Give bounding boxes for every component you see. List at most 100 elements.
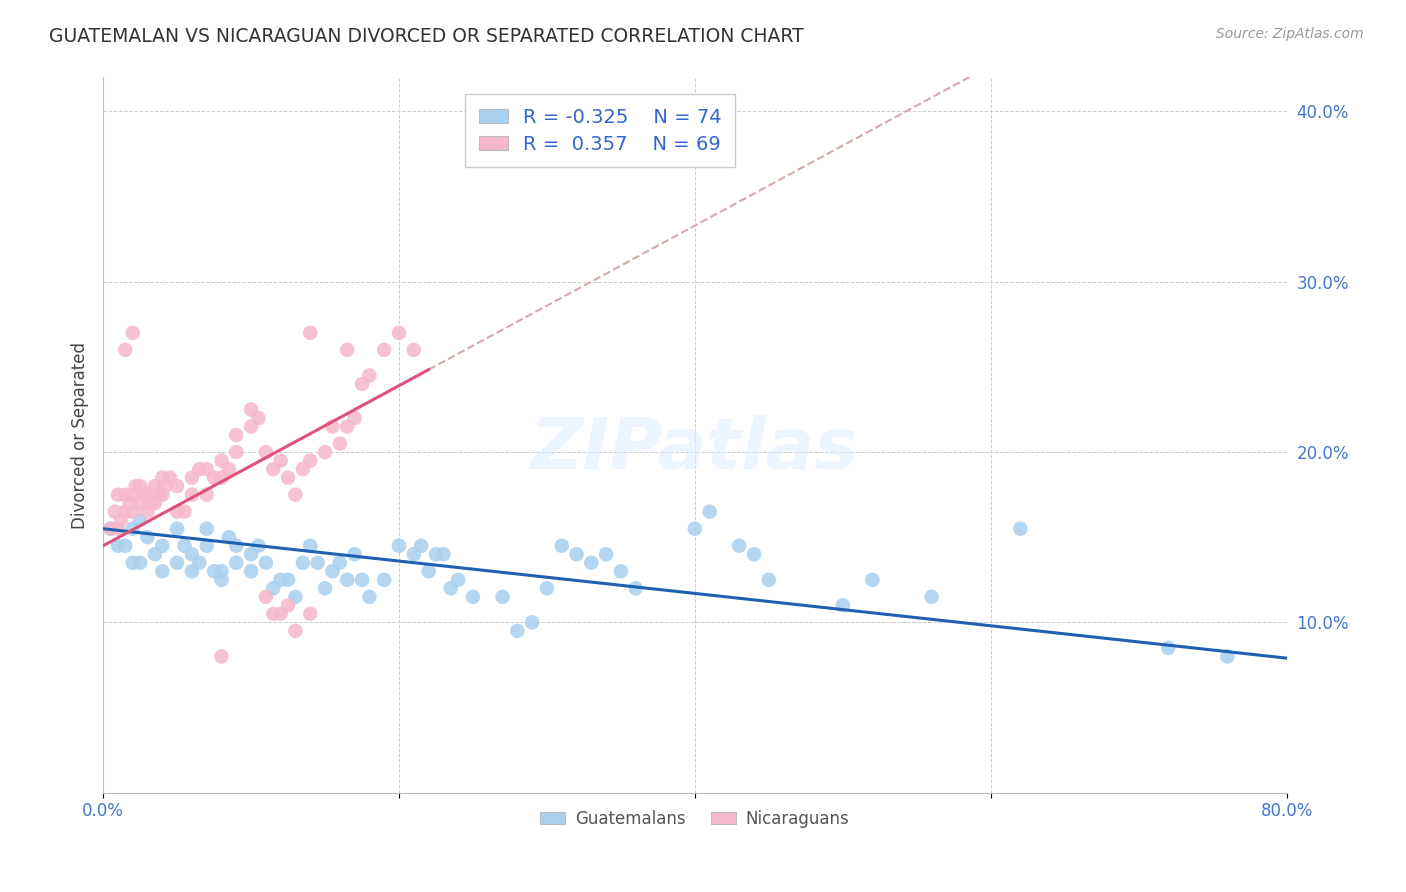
Point [114, 505, 136, 519]
Point [411, 539, 433, 553]
Point [180, 547, 202, 561]
Point [284, 624, 307, 638]
Point [291, 462, 314, 476]
Point [921, 590, 943, 604]
Point [139, 496, 162, 510]
Point [262, 582, 284, 596]
Point [418, 564, 440, 578]
Point [350, 376, 373, 391]
Point [860, 573, 883, 587]
Point [129, 556, 152, 570]
Point [299, 453, 322, 467]
Point [129, 479, 152, 493]
Point [240, 547, 263, 561]
Point [225, 539, 247, 553]
Point [107, 522, 129, 536]
Point [254, 590, 277, 604]
Point [114, 343, 136, 357]
Point [683, 522, 706, 536]
Point [240, 419, 263, 434]
Point [240, 402, 263, 417]
Point [388, 539, 411, 553]
Point [610, 564, 633, 578]
Point [299, 539, 322, 553]
Point [100, 522, 122, 536]
Point [218, 462, 240, 476]
Point [124, 479, 146, 493]
Point [121, 326, 143, 340]
Point [1010, 522, 1032, 536]
Point [284, 488, 307, 502]
Point [129, 496, 152, 510]
Point [343, 411, 366, 425]
Point [211, 564, 233, 578]
Point [491, 590, 513, 604]
Point [277, 470, 299, 484]
Point [202, 470, 225, 484]
Point [359, 590, 381, 604]
Point [166, 505, 188, 519]
Point [254, 445, 277, 459]
Point [240, 564, 263, 578]
Text: Source: ZipAtlas.com: Source: ZipAtlas.com [1216, 27, 1364, 41]
Point [831, 599, 853, 613]
Point [148, 488, 170, 502]
Point [180, 564, 202, 578]
Point [104, 505, 127, 519]
Point [262, 462, 284, 476]
Point [506, 624, 529, 638]
Point [402, 343, 425, 357]
Point [277, 573, 299, 587]
Point [195, 462, 218, 476]
Point [254, 556, 277, 570]
Point [270, 573, 292, 587]
Point [432, 547, 454, 561]
Point [314, 582, 336, 596]
Point [225, 445, 247, 459]
Point [359, 368, 381, 383]
Point [1157, 640, 1180, 655]
Point [114, 488, 136, 502]
Point [173, 539, 195, 553]
Point [336, 419, 359, 434]
Point [121, 522, 143, 536]
Point [624, 582, 647, 596]
Point [299, 607, 322, 621]
Point [277, 599, 299, 613]
Point [136, 488, 159, 502]
Point [143, 479, 166, 493]
Point [143, 496, 166, 510]
Point [461, 590, 484, 604]
Point [388, 326, 411, 340]
Legend: Guatemalans, Nicaraguans: Guatemalans, Nicaraguans [533, 803, 856, 834]
Point [307, 556, 329, 570]
Point [166, 479, 188, 493]
Point [173, 505, 195, 519]
Point [150, 470, 173, 484]
Point [188, 556, 211, 570]
Point [247, 539, 270, 553]
Point [143, 547, 166, 561]
Point [440, 582, 463, 596]
Text: ZIPatlas: ZIPatlas [531, 415, 859, 483]
Point [134, 488, 156, 502]
Point [121, 505, 143, 519]
Point [180, 488, 202, 502]
Point [166, 522, 188, 536]
Point [211, 649, 233, 664]
Point [336, 573, 359, 587]
Point [129, 513, 152, 527]
Point [270, 607, 292, 621]
Point [520, 615, 543, 630]
Point [270, 453, 292, 467]
Point [100, 522, 122, 536]
Point [1216, 649, 1239, 664]
Point [699, 505, 721, 519]
Point [373, 573, 395, 587]
Point [262, 607, 284, 621]
Point [314, 445, 336, 459]
Point [299, 326, 322, 340]
Point [373, 343, 395, 357]
Point [136, 505, 159, 519]
Point [150, 488, 173, 502]
